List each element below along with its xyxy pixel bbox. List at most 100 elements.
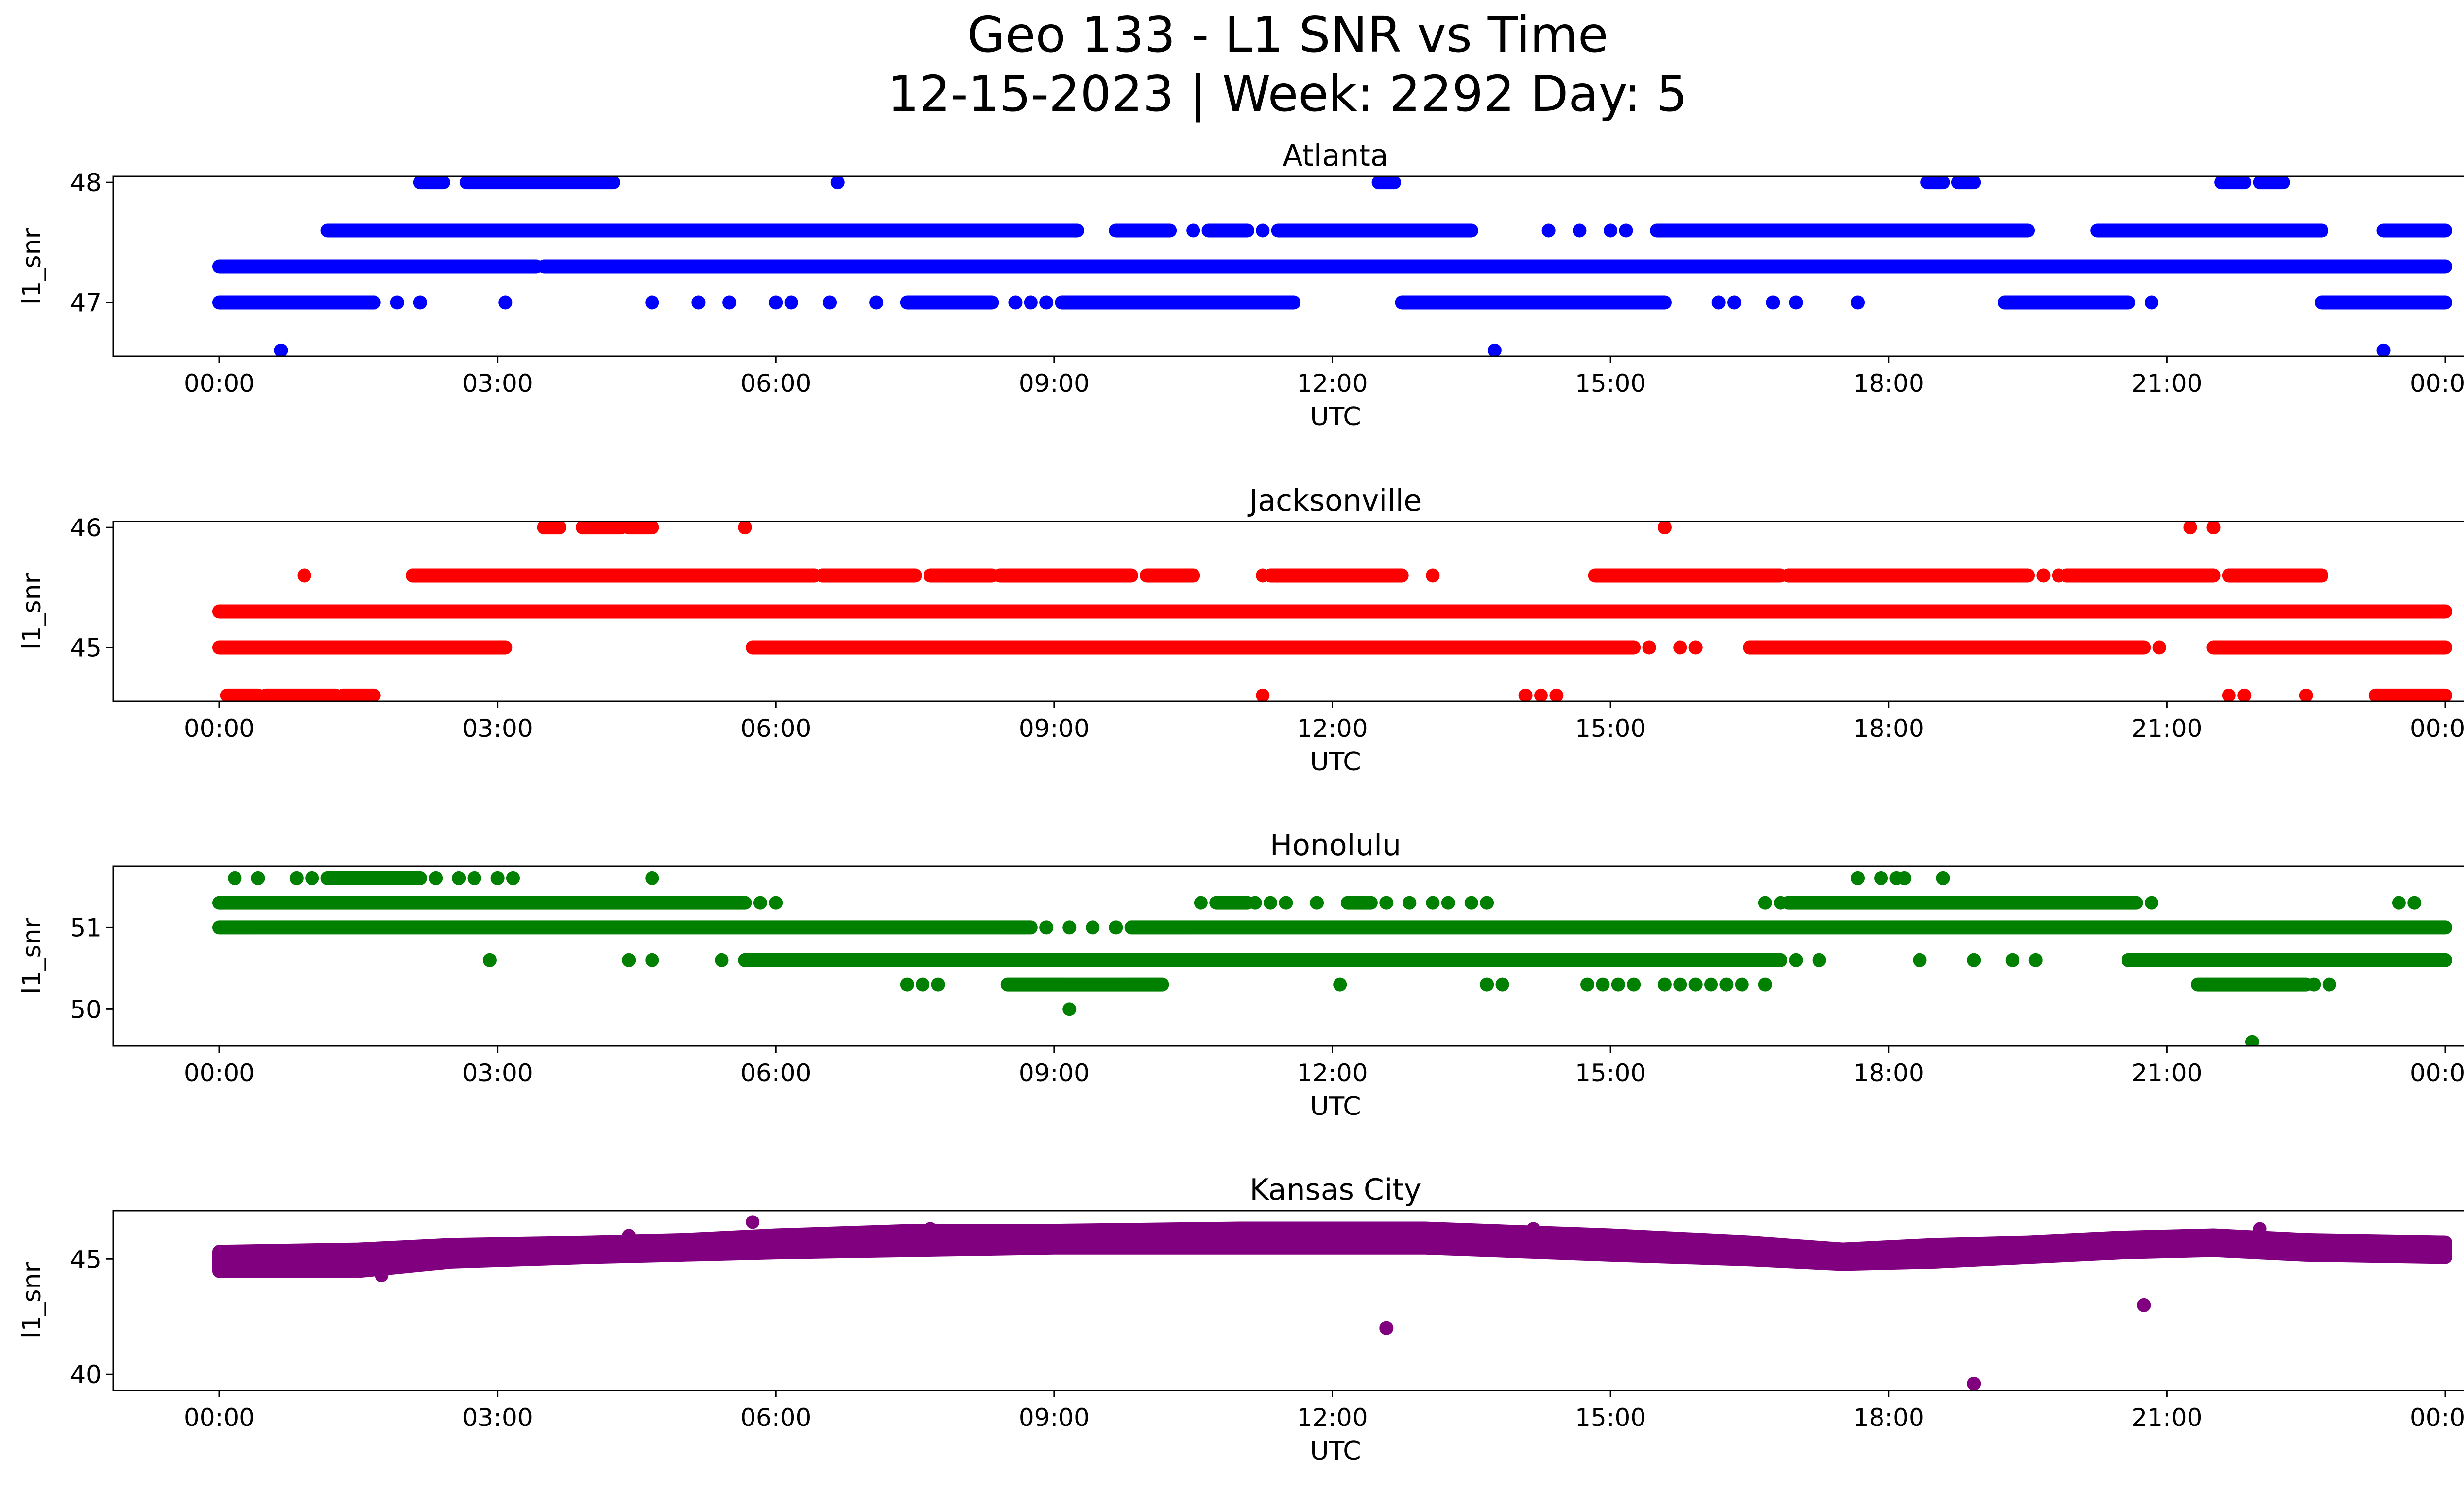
data-point — [784, 295, 798, 310]
data-point — [1441, 896, 1455, 910]
x-tick-label: 12:00 — [1297, 1059, 1368, 1087]
x-tick-label: 06:00 — [740, 1059, 811, 1087]
data-point — [452, 871, 466, 885]
data-point — [2206, 522, 2221, 535]
data-point — [753, 896, 767, 910]
data-point — [1039, 920, 1054, 935]
subplot-title: Jacksonville — [1247, 484, 1422, 518]
x-tick-label: 18:00 — [1853, 714, 1924, 743]
figure-title-line1: Geo 133 - L1 SNR vs Time — [967, 6, 1608, 64]
data-point — [2253, 1222, 2267, 1236]
x-axis-label: UTC — [1310, 402, 1361, 432]
x-tick-label: 06:00 — [740, 1403, 811, 1432]
data-point — [274, 343, 288, 356]
data-point — [2237, 688, 2252, 701]
subplot-3: Kansas City 00:00 03:00 06:00 09:00 12:00 15:0… — [17, 1173, 2464, 1466]
data-point — [931, 977, 945, 992]
data-point — [1851, 295, 1865, 310]
data-point — [1534, 688, 1548, 701]
data-point — [1541, 223, 1556, 238]
data-point — [1936, 871, 1950, 885]
data-point — [2307, 977, 2321, 992]
x-tick-label: 00:00 — [2410, 1059, 2464, 1087]
x-tick-label: 00:00 — [184, 1403, 255, 1432]
data-point — [1688, 640, 1703, 655]
data-point — [1256, 223, 1270, 238]
data-point — [1403, 896, 1417, 910]
x-tick-label: 21:00 — [2131, 1403, 2202, 1432]
data-point — [413, 295, 427, 310]
data-points-group — [212, 176, 2452, 356]
data-point — [297, 568, 311, 583]
x-tick-label: 09:00 — [1019, 714, 1090, 743]
x-tick-label: 06:00 — [740, 369, 811, 398]
data-point — [429, 871, 443, 885]
data-point — [622, 953, 636, 967]
x-tick-label: 00:00 — [184, 714, 255, 743]
data-point — [2376, 343, 2391, 356]
x-tick-label: 00:00 — [2410, 369, 2464, 398]
data-point — [1039, 295, 1054, 310]
x-tick-label: 15:00 — [1575, 1059, 1646, 1087]
data-point — [1851, 871, 1865, 885]
data-point — [900, 977, 914, 992]
data-point — [916, 977, 930, 992]
x-tick-label: 21:00 — [2131, 714, 2202, 743]
data-point — [1186, 223, 1200, 238]
x-tick-label: 00:00 — [184, 369, 255, 398]
x-axis-label: UTC — [1310, 1092, 1361, 1121]
data-point — [722, 295, 737, 310]
data-points-group — [212, 522, 2452, 701]
x-tick-label: 21:00 — [2131, 1059, 2202, 1087]
data-point — [490, 871, 505, 885]
data-point — [482, 953, 497, 967]
data-point — [1897, 871, 1912, 885]
subplot-panels: Atlanta 00:00 03:00 06:00 09:00 12:00 15:00 18:… — [17, 139, 2464, 1466]
data-point — [1487, 343, 1502, 356]
data-point — [1024, 295, 1038, 310]
data-point — [1766, 295, 1780, 310]
data-point — [1704, 977, 1718, 992]
x-tick-label: 03:00 — [462, 1059, 533, 1087]
data-point — [1604, 223, 1618, 238]
x-tick-label: 15:00 — [1575, 1403, 1646, 1432]
data-point — [1086, 920, 1100, 935]
data-point — [2322, 977, 2336, 992]
data-point — [1874, 871, 1888, 885]
x-tick-label: 03:00 — [462, 714, 533, 743]
x-tick-label: 12:00 — [1297, 714, 1368, 743]
y-tick-label: 40 — [70, 1360, 102, 1389]
data-point — [746, 1215, 760, 1229]
y-axis-label: l1_snr — [17, 917, 47, 994]
x-tick-label: 12:00 — [1297, 369, 1368, 398]
subplot-2: Honolulu 00:00 03:00 06:00 09:00 12:00 15:00 18… — [17, 828, 2464, 1121]
data-point — [251, 871, 265, 885]
subplot-0: Atlanta 00:00 03:00 06:00 09:00 12:00 15:00 18:… — [17, 139, 2464, 432]
data-point — [1673, 977, 1687, 992]
data-point — [1758, 896, 1772, 910]
data-point — [645, 953, 659, 967]
data-point — [1426, 568, 1440, 583]
data-point — [869, 295, 884, 310]
data-point — [769, 896, 783, 910]
data-point — [2245, 1035, 2259, 1046]
x-tick-label: 21:00 — [2131, 369, 2202, 398]
data-point — [1062, 1002, 1077, 1016]
x-tick-label: 06:00 — [740, 714, 811, 743]
data-point — [1611, 977, 1625, 992]
y-tick-label: 45 — [70, 634, 102, 662]
data-point — [506, 871, 520, 885]
data-point — [1526, 1222, 1540, 1236]
y-tick-label: 51 — [70, 913, 102, 942]
y-tick-label: 50 — [70, 995, 102, 1024]
data-point — [375, 1268, 389, 1283]
x-tick-label: 00:00 — [2410, 714, 2464, 743]
data-point-band — [212, 1221, 2452, 1278]
data-point — [1279, 896, 1293, 910]
data-point — [467, 871, 481, 885]
data-point — [1735, 977, 1749, 992]
data-point — [1379, 896, 1394, 910]
data-point — [305, 871, 319, 885]
data-point — [645, 295, 659, 310]
